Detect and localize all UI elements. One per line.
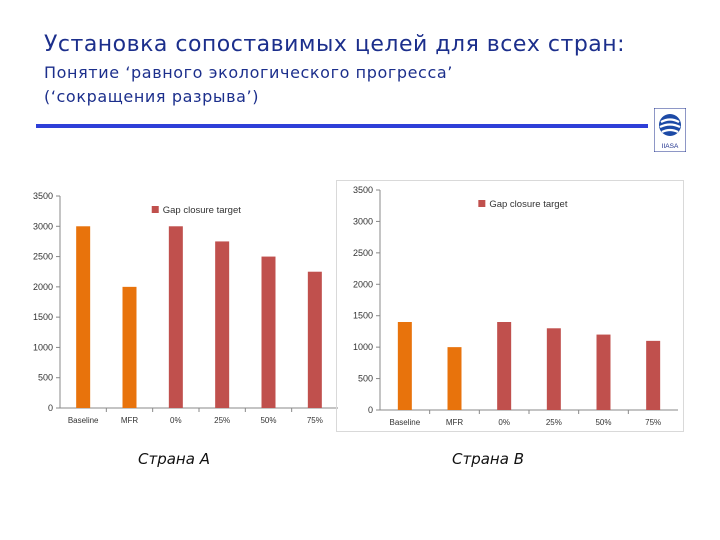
bar	[546, 328, 561, 410]
bar	[497, 322, 512, 410]
legend-label: Gap closure target	[163, 205, 242, 216]
caption-country-b: Страна B	[452, 450, 524, 468]
bar	[215, 241, 230, 408]
x-tick-label: 25%	[546, 418, 562, 427]
bar	[168, 226, 183, 408]
subtitle-line-2: (‘сокращения разрыва’)	[44, 87, 260, 106]
y-tick-label: 3500	[353, 185, 373, 195]
legend-swatch	[151, 206, 159, 213]
x-tick-label: 75%	[645, 418, 661, 427]
legend-label: Gap closure target	[489, 199, 568, 210]
y-tick-label: 2500	[353, 248, 373, 258]
y-tick-label: 1000	[33, 342, 53, 352]
y-tick-label: 0	[48, 403, 53, 413]
chart-country-b: 0 500 1000 1500 2000 2500 3000 3500 Baseline MFR 0…	[336, 180, 684, 432]
y-tick-label: 3000	[353, 216, 373, 226]
x-tick-label: MFR	[446, 418, 464, 427]
bar	[447, 347, 462, 410]
y-tick-label: 2500	[33, 252, 53, 262]
bar	[596, 334, 611, 410]
bar	[122, 286, 137, 408]
page-title: Установка сопоставимых целей для всех ст…	[44, 32, 626, 57]
x-tick-label: 50%	[595, 418, 611, 427]
legend-swatch	[478, 200, 486, 207]
x-tick-label: Baseline	[389, 418, 420, 427]
bar	[307, 271, 322, 408]
chart-frame	[336, 180, 684, 432]
svg-text:IIASA: IIASA	[662, 143, 679, 150]
y-tick-label: 1500	[33, 312, 53, 322]
x-tick-label: 50%	[260, 416, 276, 425]
y-tick-label: 2000	[33, 282, 53, 292]
iiasa-logo-icon: IIASA	[654, 108, 686, 152]
x-tick-label: 25%	[214, 416, 230, 425]
bar	[76, 226, 91, 408]
y-tick-label: 1000	[353, 342, 373, 352]
y-tick-label: 2000	[353, 279, 373, 289]
y-tick-label: 0	[368, 405, 373, 415]
subtitle-line-1: Понятие ‘равного экологического прогресс…	[44, 63, 453, 82]
y-tick-label: 500	[38, 373, 53, 383]
bar	[397, 322, 412, 410]
y-tick-label: 3000	[33, 221, 53, 231]
y-tick-label: 1500	[353, 311, 373, 321]
bar	[261, 256, 276, 408]
x-tick-label: 0%	[498, 418, 510, 427]
y-tick-label: 3500	[33, 191, 53, 201]
header-divider	[36, 124, 648, 128]
caption-country-a: Страна A	[138, 450, 210, 468]
x-tick-label: 0%	[170, 416, 182, 425]
x-tick-label: MFR	[121, 416, 139, 425]
x-tick-label: 75%	[307, 416, 323, 425]
x-tick-label: Baseline	[68, 416, 99, 425]
y-tick-label: 500	[358, 374, 373, 384]
bar	[646, 340, 661, 410]
chart-country-a: 0 500 1000 1500 2000 2500 3000 3500 Baseline MFR 0…	[33, 191, 338, 425]
